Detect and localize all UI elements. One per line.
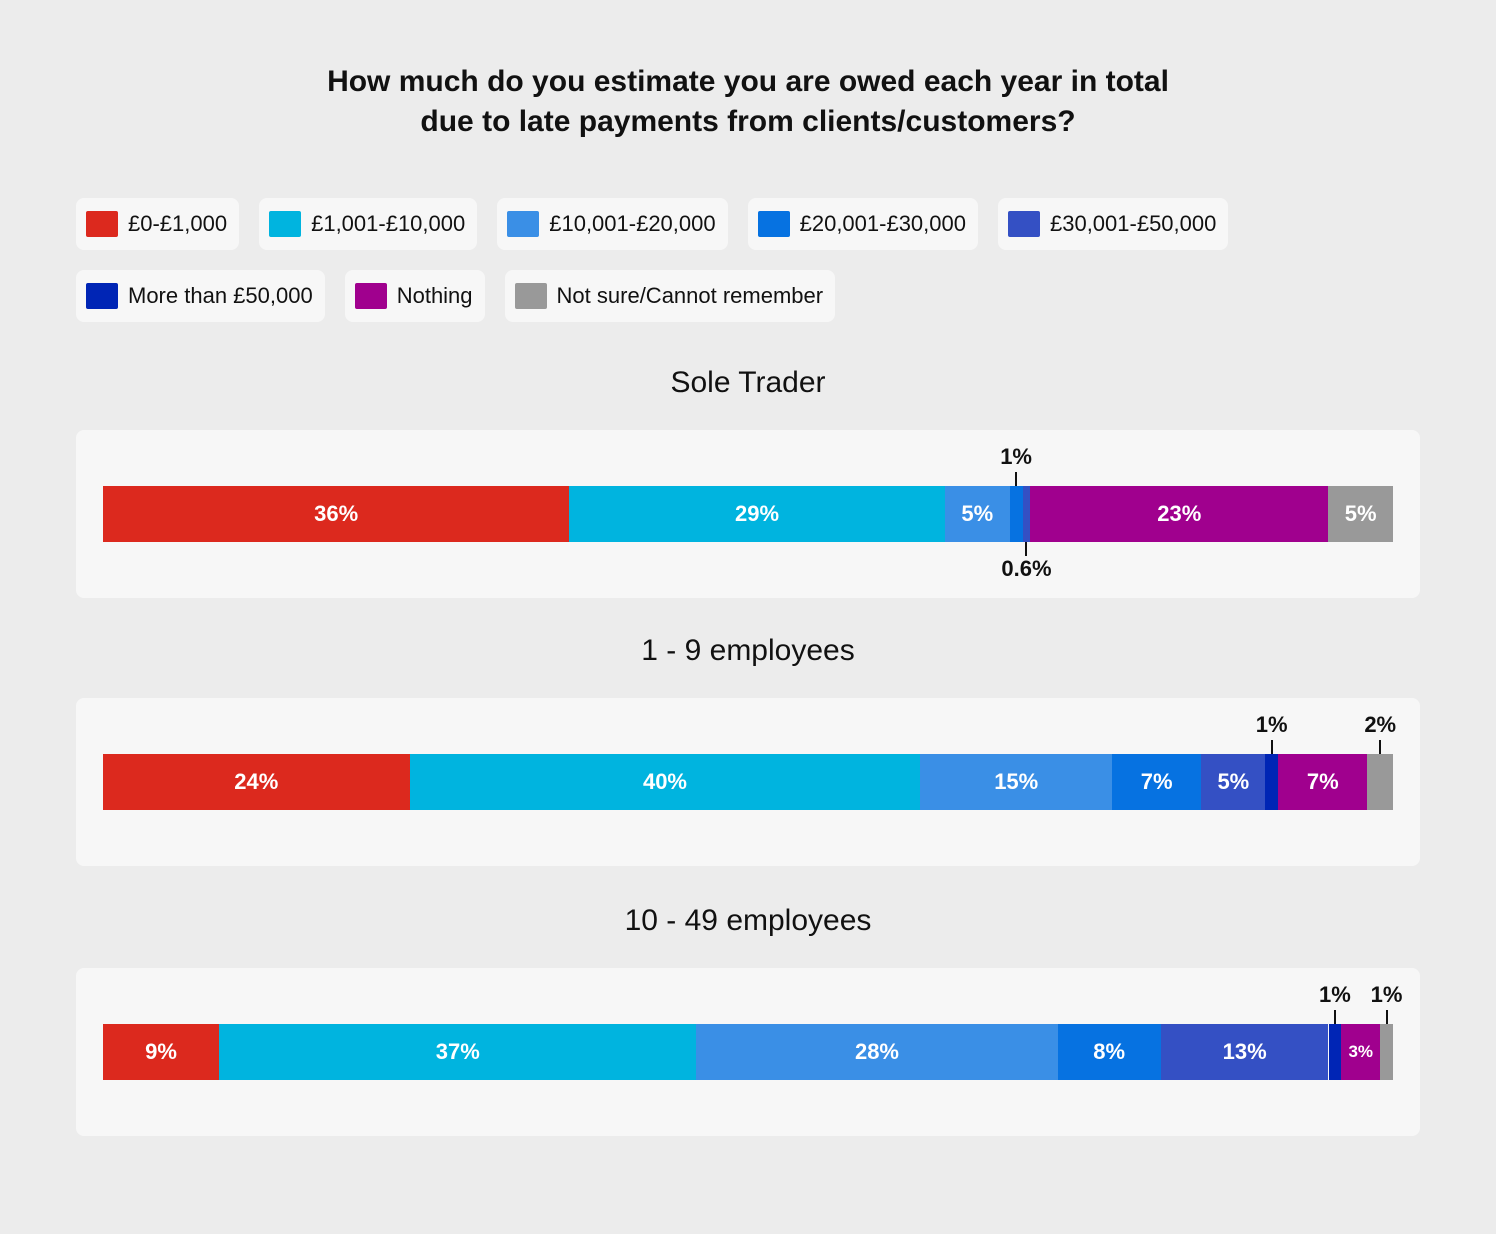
bar-segment: 3% (1341, 1024, 1381, 1080)
data-label: 36% (314, 501, 359, 526)
legend-swatch (86, 211, 118, 237)
bar-segment: 29% (569, 486, 945, 542)
legend-label: £20,001-£30,000 (799, 211, 966, 236)
callout-line (1385, 1010, 1388, 1024)
callout-line (1333, 1010, 1336, 1024)
data-label: 28% (854, 1039, 899, 1064)
bar-segment: 13% (1160, 1024, 1329, 1080)
legend-item: £20,001-£30,000 (747, 198, 978, 250)
group-title: 10 - 49 employees (624, 904, 872, 937)
callout-label: 1% (1370, 982, 1403, 1007)
data-label: 9% (145, 1039, 177, 1064)
bar-segment (1022, 486, 1031, 542)
legend: £0-£1,000 £1,001-£10,000 £10,001-£20,000 £2… (76, 198, 1336, 322)
legend-label: More than £50,000 (128, 283, 313, 308)
legend-label: £30,001-£50,000 (1049, 211, 1217, 236)
bar-segment: 5% (944, 486, 1010, 542)
bar-segment: 5% (1201, 754, 1266, 810)
bar-segment: 24% (103, 754, 410, 810)
legend-label: £10,001-£20,000 (549, 211, 716, 236)
legend-label: Nothing (396, 283, 473, 308)
legend-swatch (1007, 211, 1040, 237)
group-panel: 9% 37% 28% 8% 13% 1% 3% 1% (76, 968, 1420, 1136)
bar-segment (1009, 486, 1023, 542)
legend-label: £0-£1,000 (128, 211, 228, 236)
data-label: 5% (961, 501, 994, 526)
bar-segment (1367, 754, 1393, 810)
bar-segment: 40% (409, 754, 921, 810)
bar-segment: 7% (1278, 754, 1368, 810)
legend-swatch (514, 283, 547, 309)
callout-line (1025, 542, 1028, 556)
callout-label: 0.6% (1001, 556, 1052, 581)
legend-swatch (757, 211, 790, 237)
group-panel: 24% 40% 15% 7% 5% 1% 7% 2% (76, 698, 1420, 866)
data-label: 37% (435, 1039, 480, 1064)
legend-swatch (269, 211, 302, 237)
bar-segment: 9% (103, 1024, 220, 1080)
data-label: 13% (1222, 1039, 1267, 1064)
group-title: 1 - 9 employees (641, 634, 855, 667)
callout-line (1015, 472, 1018, 486)
data-label: 24% (234, 769, 279, 794)
bar-segment: 23% (1030, 486, 1329, 542)
data-label: 5% (1217, 769, 1250, 794)
bar-segment: 7% (1112, 754, 1202, 810)
callout-line (1270, 740, 1273, 754)
callout-line (1379, 740, 1382, 754)
data-label: 3% (1348, 1042, 1374, 1061)
bar-segment (1265, 754, 1279, 810)
legend-swatch (86, 283, 118, 309)
bar-segment: 36% (103, 486, 570, 542)
legend-label: Not sure/Cannot remember (556, 283, 824, 308)
data-label: 23% (1157, 501, 1202, 526)
bar-segment: 5% (1328, 486, 1393, 542)
data-label: 7% (1140, 769, 1173, 794)
legend-item: £1,001-£10,000 (259, 198, 478, 250)
callout-label: 1% (1319, 982, 1351, 1007)
data-label: 8% (1093, 1039, 1126, 1064)
data-label: 15% (994, 769, 1039, 794)
bar-segment: 28% (696, 1024, 1058, 1080)
legend-item: £0-£1,000 (76, 198, 240, 250)
group-title: Sole Trader (670, 366, 826, 399)
data-label: 40% (642, 769, 687, 794)
legend-swatch (507, 211, 540, 237)
bar-segment: 15% (920, 754, 1112, 810)
callout-label: 1% (1255, 712, 1288, 737)
stacked-bar: 9% 37% 28% 8% 13% 1% 3% 1% (103, 982, 1402, 1080)
bar-segment: 8% (1057, 1024, 1161, 1080)
stacked-bar: 36% 29% 5% 1% 0.6% 23% 5% (103, 444, 1393, 581)
stacked-bar: 24% 40% 15% 7% 5% 1% 7% 2% (103, 712, 1396, 810)
legend-item: More than £50,000 (76, 270, 325, 322)
legend-item: £30,001-£50,000 (997, 198, 1229, 250)
data-label: 5% (1344, 501, 1377, 526)
legend-item: Not sure/Cannot remember (504, 270, 836, 322)
callout-label: 2% (1364, 712, 1397, 737)
bar-segment (1328, 1024, 1342, 1080)
legend-item: Nothing (344, 270, 485, 322)
bar-segment (1380, 1024, 1393, 1080)
callout-label: 1% (1000, 444, 1032, 469)
data-label: 7% (1306, 769, 1339, 794)
legend-swatch (354, 283, 387, 309)
data-label: 29% (735, 501, 780, 526)
legend-item: £10,001-£20,000 (497, 198, 728, 250)
bar-segment: 37% (219, 1024, 697, 1080)
chart-title: How much do you estimate you are owed ea… (327, 65, 1169, 138)
group-panel: 36% 29% 5% 1% 0.6% 23% 5% (76, 430, 1420, 598)
legend-label: £1,001-£10,000 (311, 211, 466, 236)
